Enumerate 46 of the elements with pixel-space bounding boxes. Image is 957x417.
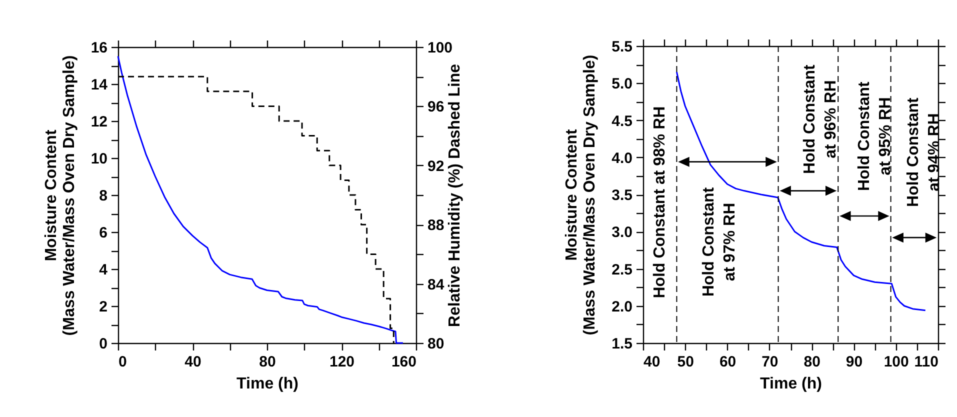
y2-tick-label: 84: [428, 276, 445, 294]
y-tick-label: 4.0: [612, 150, 632, 167]
x-tick-label: 90: [846, 354, 863, 370]
x-tick-label: 110: [914, 354, 938, 370]
y-tick-label: 8: [99, 188, 108, 204]
x-tick-label: 60: [719, 354, 736, 370]
y-axis-title: Moisture Content (Mass Water/Mass Oven Dry Sample): [42, 55, 78, 336]
y2-tick-label: 96: [428, 98, 444, 116]
x-tick-label: 80: [804, 354, 820, 370]
x-tick-label: 70: [762, 354, 778, 370]
x-tick-label: 40: [184, 354, 202, 370]
y-tick-label: 2.0: [612, 298, 632, 316]
y-tick-label: 3.5: [612, 187, 632, 204]
annotation: Hold Constant at 98% RH: [651, 106, 668, 298]
x-tick-label: 160: [391, 354, 416, 370]
y-tick-label: 5.5: [612, 38, 632, 56]
y2-tick-label: 80: [428, 336, 444, 352]
y-tick-label: 1.5: [612, 336, 632, 352]
x-tick-label: 80: [259, 354, 276, 370]
x-axis-title: Time (h): [236, 376, 298, 392]
y-tick-label: 5.0: [612, 76, 632, 93]
y-tick-label: 2: [99, 298, 108, 316]
annotation: Hold Constant at 97% RH: [700, 186, 738, 297]
y2-tick-label: 88: [428, 217, 444, 234]
y-tick-label: 0: [99, 336, 108, 352]
x-tick-label: 40: [644, 354, 660, 370]
y2-axis-title: Relative Humidity (%) Dashed Line: [446, 64, 464, 328]
y2-tick-label: 92: [428, 158, 444, 175]
annotation: Hold Constant at 95% RH: [856, 80, 894, 191]
x-axis-title: Time (h): [760, 376, 822, 392]
y-tick-label: 10: [90, 150, 108, 168]
x-tick-label: 100: [884, 354, 909, 370]
y-tick-label: 4.5: [612, 112, 632, 130]
y-tick-label: 16: [90, 40, 108, 56]
y2-tick-label: 100: [428, 40, 453, 56]
y-tick-label: 6: [99, 224, 108, 242]
x-tick-label: 0: [118, 354, 127, 370]
y-tick-label: 12: [90, 114, 108, 130]
x-tick-label: 50: [677, 354, 694, 370]
annotation: Hold Constant at 96% RH: [801, 64, 840, 174]
y-tick-label: 2.5: [612, 261, 632, 278]
x-tick-label: 120: [329, 354, 355, 370]
y-axis-title: Moisture Content (Mass Water/Mass Oven Dry Sample): [564, 54, 599, 336]
y-tick-label: 4: [99, 262, 108, 278]
y-tick-label: 14: [90, 76, 108, 94]
y-tick-label: 3.0: [612, 224, 632, 242]
